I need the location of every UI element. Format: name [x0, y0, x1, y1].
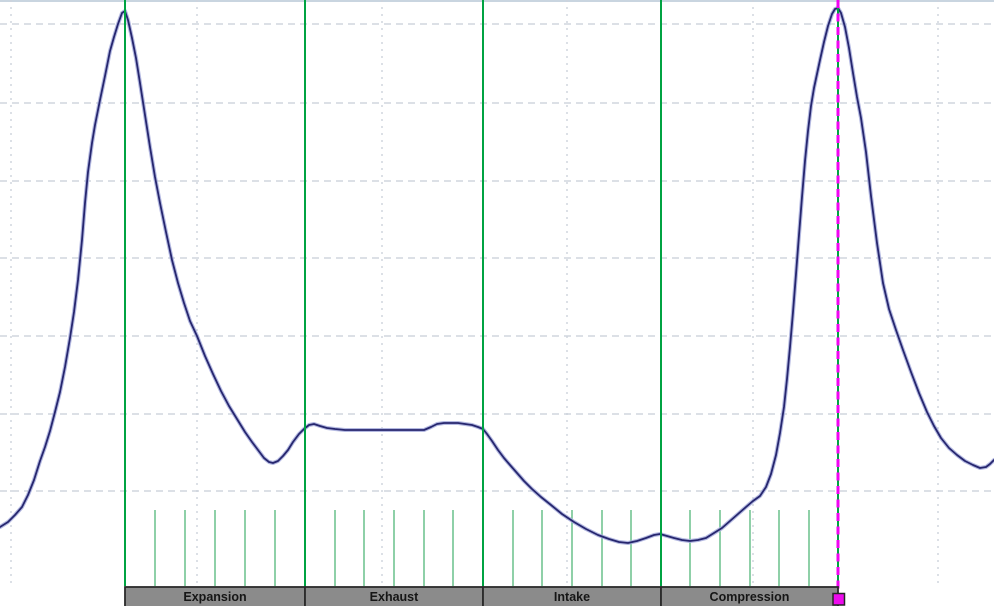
cursor-marker[interactable] — [832, 592, 846, 606]
phase-bar-label: Expansion — [183, 590, 246, 604]
phase-bar-label: Compression — [710, 590, 790, 604]
phase-bar-label: Intake — [554, 590, 590, 604]
pressure-curve — [0, 7, 994, 544]
phase-bar-label: Exhaust — [370, 590, 419, 604]
